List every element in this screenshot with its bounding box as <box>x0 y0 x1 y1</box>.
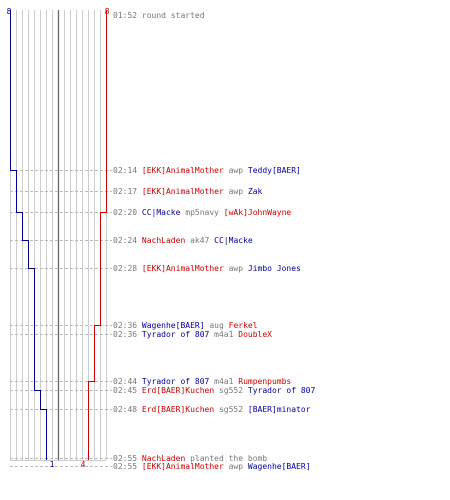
event-action: awp <box>223 166 248 175</box>
event-row: 02:48 Erd[BAER]Kuchen sg552 [BAER]minato… <box>113 405 311 414</box>
red-player-name: [EKK]AnimalMother <box>141 462 224 471</box>
blue-start-count: 8 <box>7 7 12 16</box>
event-action: mp5navy <box>180 208 224 217</box>
event-action: round started <box>141 11 205 20</box>
event-row: 02:36 Tyrador of 807 m4a1 DoubleX <box>113 330 272 339</box>
event-time: 02:17 <box>113 187 142 196</box>
event-action: m4a1 <box>209 330 239 339</box>
red-player-name: Ferkel <box>228 321 258 330</box>
red-player-name: [EKK]AnimalMother <box>141 187 224 196</box>
event-action: awp <box>223 187 248 196</box>
blue-player-name: Wagenhe[BAER] <box>247 462 311 471</box>
event-row: 02:24 NachLaden ak47 CC|Macke <box>113 236 253 245</box>
event-action: awp <box>223 462 248 471</box>
red-player-name: DoubleX <box>238 330 272 339</box>
event-row: 02:45 Erd[BAER]Kuchen sg552 Tyrador of 8… <box>113 386 315 395</box>
event-time: 02:28 <box>113 264 142 273</box>
event-action: aug <box>204 321 229 330</box>
timeline-grid <box>10 10 107 461</box>
blue-end-count: 1 <box>50 460 55 469</box>
red-player-name: Erd[BAER]Kuchen <box>141 386 215 395</box>
event-time: 01:52 <box>113 11 142 20</box>
event-row: 02:28 [EKK]AnimalMother awp Jimbo Jones <box>113 264 301 273</box>
event-time: 02:20 <box>113 208 142 217</box>
red-team-alive-line <box>88 10 107 460</box>
event-row: 02:44 Tyrador of 807 m4a1 Rumpenpumbs <box>113 377 291 386</box>
event-row: 02:55 NachLaden planted the bomb <box>113 454 267 463</box>
event-time: 02:36 <box>113 321 142 330</box>
event-guide-lines <box>10 170 112 467</box>
blue-player-name: Tyrador of 807 <box>247 386 316 395</box>
event-action: sg552 <box>214 405 248 414</box>
event-row: 02:17 [EKK]AnimalMother awp Zak <box>113 187 262 196</box>
blue-player-name: Tyrador of 807 <box>141 377 210 386</box>
event-row: 02:14 [EKK]AnimalMother awp Teddy[BAER] <box>113 166 301 175</box>
red-player-name: Rumpenpumbs <box>238 377 292 386</box>
red-player-name: [EKK]AnimalMother <box>141 166 224 175</box>
event-action: sg552 <box>214 386 248 395</box>
red-player-name: NachLaden <box>141 236 186 245</box>
blue-team-alive-line <box>10 10 47 460</box>
event-row: 02:55 [EKK]AnimalMother awp Wagenhe[BAER… <box>113 462 311 471</box>
event-row: 02:36 Wagenhe[BAER] aug Ferkel <box>113 321 258 330</box>
event-action: planted the bomb <box>185 454 268 463</box>
red-player-name: NachLaden <box>141 454 186 463</box>
red-player-name: [wAk]JohnWayne <box>223 208 292 217</box>
event-row: 02:20 CC|Macke mp5navy [wAk]JohnWayne <box>113 208 291 217</box>
event-row: 01:52 round started <box>113 11 205 20</box>
blue-player-name: Jimbo Jones <box>247 264 301 273</box>
blue-player-name: Teddy[BAER] <box>247 166 301 175</box>
red-player-name: [EKK]AnimalMother <box>141 264 224 273</box>
blue-player-name: [BAER]minator <box>247 405 311 414</box>
event-time: 02:36 <box>113 330 142 339</box>
event-action: ak47 <box>185 236 215 245</box>
event-time: 02:14 <box>113 166 142 175</box>
red-start-count: 8 <box>105 7 110 16</box>
event-time: 02:45 <box>113 386 142 395</box>
event-action: awp <box>223 264 248 273</box>
event-action: m4a1 <box>209 377 239 386</box>
red-end-count: 4 <box>81 460 86 469</box>
event-time: 02:55 <box>113 454 142 463</box>
blue-player-name: Wagenhe[BAER] <box>141 321 205 330</box>
event-time: 02:44 <box>113 377 142 386</box>
blue-player-name: Tyrador of 807 <box>141 330 210 339</box>
blue-player-name: CC|Macke <box>214 236 253 245</box>
red-player-name: Erd[BAER]Kuchen <box>141 405 215 414</box>
event-time: 02:24 <box>113 236 142 245</box>
blue-player-name: Zak <box>247 187 263 196</box>
event-time: 02:55 <box>113 462 142 471</box>
blue-player-name: CC|Macke <box>141 208 181 217</box>
event-time: 02:48 <box>113 405 142 414</box>
